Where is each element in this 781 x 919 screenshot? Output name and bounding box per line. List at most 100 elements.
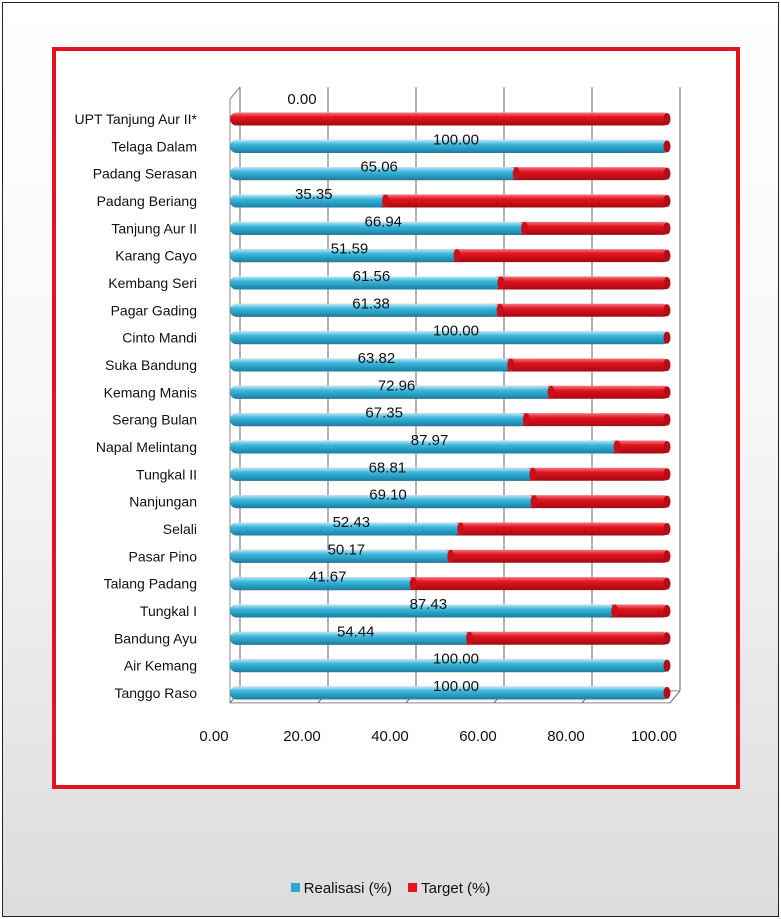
bar-end-cap [663, 632, 671, 645]
bar-realisasi [230, 522, 461, 536]
category-label: Selali [163, 521, 197, 537]
category-label: Pasar Pino [129, 548, 198, 564]
bar-realisasi [230, 194, 386, 208]
category-label: Kembang Seri [108, 275, 197, 291]
bar-joint [613, 440, 621, 454]
data-label: 61.56 [353, 268, 391, 285]
bar-end-cap [663, 468, 671, 481]
category-label: Kemang Manis [104, 384, 197, 400]
bars-layer [230, 112, 671, 700]
x-tick-label: 100.00 [631, 728, 677, 745]
legend-label-target: Target (%) [421, 880, 491, 897]
bar-realisasi [230, 303, 501, 317]
x-tick-label: 60.00 [459, 728, 497, 745]
bar-realisasi [230, 249, 457, 263]
bar-joint [611, 604, 619, 618]
bar-realisasi [230, 413, 527, 427]
bar-joint [522, 413, 530, 427]
bar-realisasi [230, 467, 533, 481]
bar-joint [453, 249, 461, 263]
x-tick-label: 20.00 [283, 728, 321, 745]
x-tick-label: 0.00 [199, 728, 228, 745]
bar-end-cap [663, 495, 671, 508]
bar-end-cap [663, 550, 671, 563]
bar-end-cap [663, 440, 671, 453]
bar-realisasi [230, 577, 414, 591]
bar-realisasi [230, 440, 618, 454]
category-label: Bandung Ayu [114, 630, 197, 646]
bar-end-cap [663, 659, 671, 672]
category-label: Padang Serasan [93, 166, 197, 182]
legend-item-realisasi: Realisasi (%) [290, 880, 392, 897]
bar-end-cap [663, 331, 671, 344]
category-label: Talang Padang [104, 576, 197, 592]
bar-joint [497, 276, 505, 290]
data-label: 87.97 [411, 432, 449, 449]
bar-joint [521, 221, 529, 235]
category-label: Tungkal II [136, 466, 197, 482]
bar-end-cap [663, 604, 671, 617]
data-label: 72.96 [378, 377, 416, 394]
data-label: 66.94 [364, 213, 402, 230]
bar-realisasi [230, 221, 525, 235]
category-label: Suka Bandung [105, 357, 197, 373]
bar-joint [466, 631, 474, 645]
bar-end-cap [663, 167, 671, 180]
bar-end-cap [663, 249, 671, 262]
category-label: Napal Melintang [96, 439, 197, 455]
bar-joint [507, 358, 515, 372]
bar-joint [457, 522, 465, 536]
bar-realisasi [230, 276, 501, 290]
bar-realisasi [230, 331, 670, 345]
data-label: 69.10 [369, 487, 407, 504]
x-tick-label: 40.00 [371, 728, 409, 745]
bar-end-cap [663, 222, 671, 235]
bar-realisasi [230, 139, 670, 153]
category-label: UPT Tanjung Aur II* [75, 111, 198, 127]
data-label: 87.43 [410, 596, 448, 613]
bar-joint [382, 194, 390, 208]
data-label: 51.59 [331, 241, 369, 258]
data-label: 100.00 [433, 651, 479, 668]
data-label: 100.00 [433, 323, 479, 340]
bar-end-cap [663, 358, 671, 371]
legend-item-target: Target (%) [408, 880, 490, 897]
category-label: Cinto Mandi [122, 330, 197, 346]
category-label: Pagar Gading [111, 302, 197, 318]
bar-joint [512, 167, 520, 181]
category-label: Tanjung Aur II [111, 220, 197, 236]
category-label: Tanggo Raso [114, 685, 197, 701]
data-label: 50.17 [328, 541, 366, 558]
labels-layer: 0.00 20.00 40.00 60.00 80.00 100.00 UPT Tanjun… [75, 91, 677, 745]
bar-joint [496, 303, 504, 317]
bar-realisasi [230, 604, 615, 618]
data-label: 100.00 [433, 131, 479, 148]
floor-line [669, 690, 681, 704]
data-label: 67.35 [365, 405, 403, 422]
bar-joint [530, 495, 538, 509]
bar-realisasi [230, 385, 552, 399]
bar-realisasi [230, 549, 451, 563]
bar-realisasi [230, 631, 470, 645]
bar-realisasi [230, 495, 535, 509]
bar-end-cap [663, 522, 671, 535]
x-tick-label: 80.00 [547, 728, 585, 745]
category-label: Telaga Dalam [111, 138, 197, 154]
bar-end-cap [663, 276, 671, 289]
bar-end-cap [663, 140, 671, 153]
data-label: 0.00 [287, 91, 316, 108]
bar-end-cap [663, 577, 671, 590]
data-label: 35.35 [295, 186, 333, 203]
data-label: 100.00 [433, 678, 479, 695]
data-label: 52.43 [333, 514, 371, 531]
bar-end-cap [663, 386, 671, 399]
legend-label-realisasi: Realisasi (%) [303, 880, 392, 897]
bar-end-cap [663, 113, 671, 125]
bar-realisasi [230, 358, 511, 372]
bar-realisasi [230, 167, 517, 181]
bar-end-cap [663, 304, 671, 317]
bar-joint [547, 385, 555, 399]
data-label: 41.67 [309, 569, 347, 586]
data-label: 61.38 [352, 295, 390, 312]
category-label: Serang Bulan [112, 412, 197, 428]
